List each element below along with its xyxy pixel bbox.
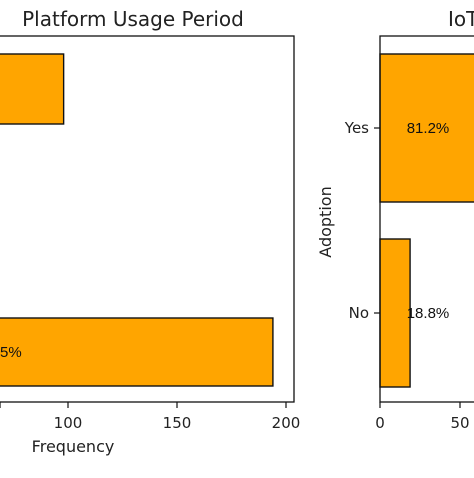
x-axis-label: Frequency bbox=[32, 437, 115, 456]
bar bbox=[0, 317, 274, 387]
bar bbox=[0, 53, 65, 125]
chart-title: Platform Usage Period bbox=[22, 7, 244, 31]
chart-iot-adoption: IoT 18.8% 81.2% No Yes 0 50 Adoption bbox=[316, 7, 474, 432]
plot-frame bbox=[379, 35, 474, 403]
y-tick-label: Yes bbox=[344, 119, 369, 137]
x-axis-ticks: 0 50 bbox=[375, 402, 470, 432]
bar-data-label: 18.8% bbox=[407, 305, 450, 322]
x-tick-label: 150 bbox=[163, 414, 192, 432]
bar bbox=[379, 238, 411, 388]
chart-title: IoT bbox=[448, 7, 474, 31]
y-axis-ticks: No Yes bbox=[344, 119, 380, 322]
x-tick-label: 100 bbox=[54, 414, 83, 432]
bar bbox=[379, 53, 474, 203]
x-tick-label: 200 bbox=[272, 414, 301, 432]
y-tick-label: No bbox=[349, 304, 369, 322]
y-axis-label: Adoption bbox=[316, 186, 335, 257]
bar-group: 18.8% 81.2% bbox=[379, 53, 474, 388]
bar-group: 5% bbox=[0, 53, 274, 387]
bar-data-label: 81.2% bbox=[407, 120, 450, 137]
x-tick-label: 0 bbox=[375, 414, 385, 432]
plot-frame bbox=[0, 35, 295, 403]
x-axis-ticks: 100 150 200 bbox=[0, 402, 300, 432]
chart-platform-usage-period: Platform Usage Period 5% 100 150 200 Frequ… bbox=[0, 7, 300, 456]
x-tick-label: 50 bbox=[450, 414, 469, 432]
bar-data-label: 5% bbox=[0, 344, 22, 361]
